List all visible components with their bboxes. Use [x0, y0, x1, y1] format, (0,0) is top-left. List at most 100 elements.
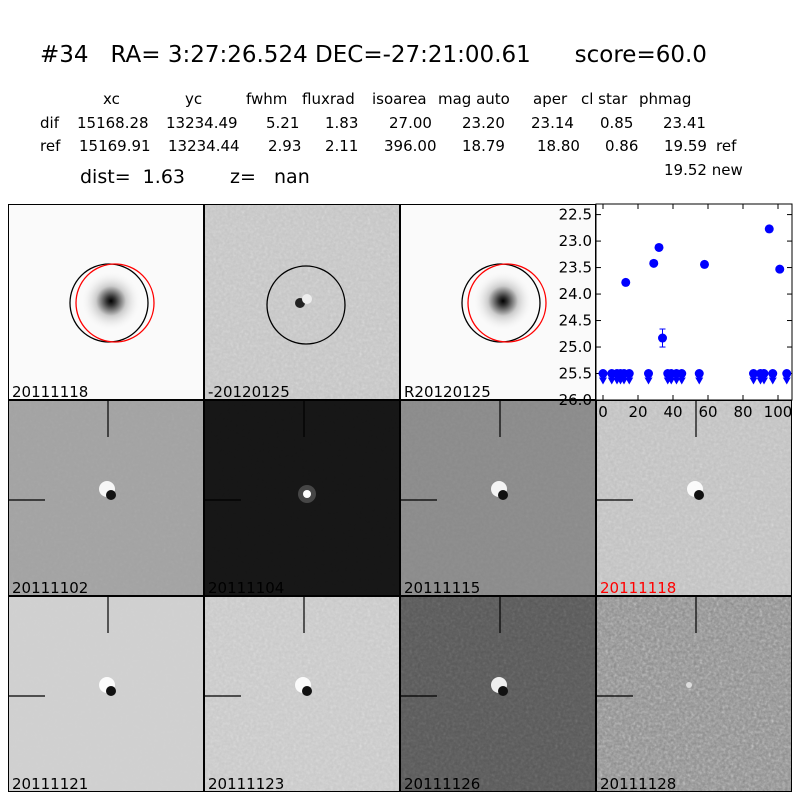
aperture-circle	[266, 265, 346, 345]
image-stamp[interactable]: 20111102	[8, 400, 204, 596]
upper-limit-point	[782, 369, 792, 379]
upper-limit-marker	[760, 377, 768, 385]
image-stamp[interactable]: 20111115	[400, 400, 596, 596]
table-cell: 0.86	[605, 137, 639, 155]
upper-limit-point	[749, 369, 758, 379]
detection-point	[649, 258, 659, 268]
x-tick-label: 20	[628, 403, 647, 421]
row-label: ref	[40, 137, 61, 155]
table-cell: 15169.91	[79, 137, 151, 155]
column-header: fluxrad	[302, 90, 355, 108]
upper-limit-point	[677, 369, 687, 379]
y-tick-label: 26.0	[559, 391, 592, 409]
stamp-date-label: 20111121	[12, 775, 89, 792]
table-cell: 18.80	[537, 137, 580, 155]
y-tick-label: 23.0	[559, 232, 592, 250]
image-stamp[interactable]: 20111126	[400, 596, 596, 792]
phmag-new: 19.52 new	[664, 161, 743, 179]
column-header: mag auto	[438, 90, 510, 108]
stamp-date-label: 20111104	[208, 579, 285, 596]
upper-limit-point	[624, 369, 634, 379]
image-stamp[interactable]: 20111123	[204, 596, 400, 792]
y-tick-label: 23.5	[559, 259, 592, 277]
detection-point	[764, 224, 774, 234]
table-cell: 23.20	[462, 114, 505, 132]
stamp-date-label: 20111126	[404, 775, 481, 792]
plot-area	[595, 203, 793, 401]
upper-limit-marker	[695, 377, 704, 385]
x-tick-label: 100	[764, 403, 793, 421]
upper-limit-marker	[768, 377, 777, 385]
x-tick-label: 40	[663, 403, 682, 421]
image-stamp[interactable]: -20120125	[204, 204, 400, 400]
upper-limit-marker	[607, 377, 616, 385]
detection-point	[621, 277, 631, 287]
upper-limit-marker	[782, 377, 791, 385]
image-stamp[interactable]: 20111104	[204, 400, 400, 596]
image-stamp[interactable]: 20111128	[596, 596, 792, 792]
z-readout: z= nan	[230, 166, 310, 188]
stamp-date-label: 20111118	[12, 383, 89, 400]
y-tick-label: 25.5	[559, 365, 592, 383]
x-tick-label: 80	[733, 403, 752, 421]
table-cell: 23.14	[531, 114, 574, 132]
table-cell: 5.21	[266, 114, 300, 132]
upper-limit-marker	[667, 377, 676, 385]
column-header: yc	[185, 90, 203, 108]
stamp-date-label: -20120125	[208, 383, 290, 400]
column-header: isoarea	[372, 90, 427, 108]
upper-limit-marker	[677, 377, 686, 385]
detection-point	[700, 259, 709, 269]
column-header: aper	[533, 90, 568, 108]
ref-aperture-circle	[467, 263, 547, 343]
star-source	[81, 271, 141, 331]
table-cell: 27.00	[389, 114, 432, 132]
image-stamp[interactable]: R20120125	[400, 204, 596, 400]
detection-point	[775, 264, 785, 274]
light-curve-plot: 22.5 23.0 23.5 24.0 24.5 25.0 25.5 26.0 0 20 40 60 8…	[559, 203, 793, 421]
dist-readout: dist= 1.63	[80, 166, 185, 188]
table-cell: 0.85	[600, 114, 634, 132]
upper-limit-marker	[620, 377, 628, 385]
upper-limit-marker	[644, 377, 653, 385]
stamp-date-label: 20111123	[208, 775, 285, 792]
stamp-date-label: R20120125	[404, 383, 491, 400]
upper-limit-point	[694, 369, 704, 379]
x-tick-label: 60	[698, 403, 717, 421]
upper-limit-point	[759, 369, 769, 379]
row-label: dif	[40, 114, 59, 132]
upper-limit-point	[598, 369, 608, 379]
star-source	[473, 271, 533, 331]
ref-aperture-circle	[75, 263, 155, 343]
upper-limit-point	[644, 369, 653, 379]
table-cell: 15168.28	[77, 114, 149, 132]
column-header: phmag	[639, 90, 692, 108]
table-cell: 19.59	[664, 137, 707, 155]
x-tick-label: 0	[598, 403, 608, 421]
table-cell: 396.00	[384, 137, 437, 155]
table-cell: 13234.44	[168, 137, 240, 155]
stamp-date-label: 20111102	[12, 579, 89, 596]
y-tick-label: 25.0	[559, 338, 592, 356]
column-header: cl star	[581, 90, 628, 108]
stamp-date-label: 20111128	[600, 775, 677, 792]
upper-limit-point	[768, 369, 778, 379]
y-tick-label: 24.0	[559, 285, 592, 303]
row-suffix: ref	[716, 137, 737, 155]
table-cell: 2.93	[268, 137, 302, 155]
table-cell: 13234.49	[166, 114, 238, 132]
y-tick-label: 22.5	[559, 206, 592, 224]
image-stamp[interactable]: 20111121	[8, 596, 204, 792]
upper-limit-marker	[672, 377, 681, 385]
column-header: fwhm	[246, 90, 288, 108]
stamp-date-label: 20111115	[404, 579, 481, 596]
image-stamp[interactable]: 20111118	[8, 204, 204, 400]
table-cell: 2.11	[325, 137, 359, 155]
y-tick-label: 24.5	[559, 312, 592, 330]
upper-limit-marker	[625, 377, 634, 385]
upper-limit-marker	[599, 377, 607, 385]
candidate-title: #34 RA= 3:27:26.524 DEC=-27:21:00.61 sco…	[40, 42, 707, 68]
detection-point	[654, 242, 664, 252]
image-stamp[interactable]: 20111118	[596, 400, 792, 596]
